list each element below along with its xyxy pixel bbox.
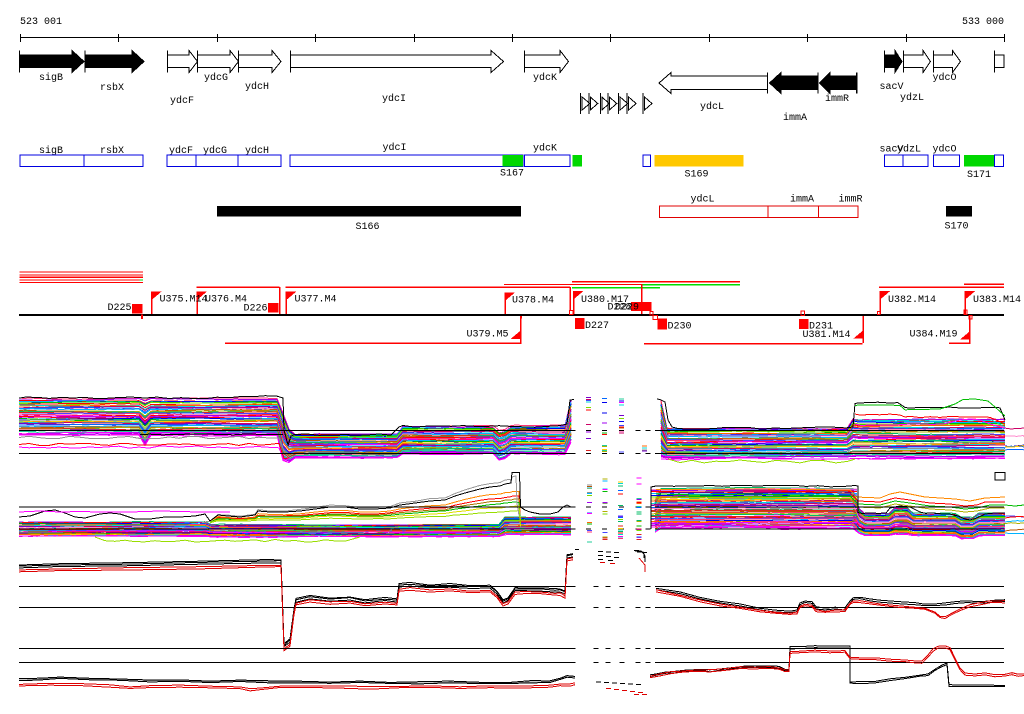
svg-text:rsbX: rsbX [100,145,124,157]
svg-text:ydzL: ydzL [897,144,921,156]
svg-text:sacV: sacV [880,82,904,93]
svg-text:U382.M14: U382.M14 [888,295,936,306]
svg-text:ydcO: ydcO [933,72,957,84]
svg-text:ydcI: ydcI [383,142,407,154]
svg-text:ydcI: ydcI [382,93,406,105]
svg-text:ydzL: ydzL [900,92,924,104]
svg-text:D230: D230 [668,322,692,333]
svg-text:U381.M14: U381.M14 [803,330,851,341]
svg-text:immA: immA [790,194,814,206]
svg-text:rsbX: rsbX [100,82,124,94]
svg-text:ydcF: ydcF [170,95,194,107]
svg-text:immA: immA [783,112,807,124]
svg-text:U384.M19: U384.M19 [910,330,958,341]
svg-text:U378.M4: U378.M4 [512,296,554,307]
svg-text:S170: S170 [945,222,969,233]
svg-text:ydcL: ydcL [700,101,724,113]
svg-text:U376.M4: U376.M4 [205,295,247,306]
svg-text:533 000: 533 000 [962,17,1004,28]
svg-text:ydcG: ydcG [203,145,227,157]
svg-text:U380.M17: U380.M17 [581,295,629,306]
svg-text:ydcH: ydcH [245,81,269,93]
svg-text:S169: S169 [685,170,709,181]
svg-text:ydcG: ydcG [204,72,228,84]
svg-text:D225: D225 [108,303,132,314]
svg-text:U375.M14: U375.M14 [160,295,208,306]
svg-text:sigB: sigB [39,145,63,157]
svg-text:S167: S167 [500,169,524,180]
svg-text:S171: S171 [967,170,991,181]
svg-text:immR: immR [825,93,849,105]
svg-text:U383.M14: U383.M14 [973,295,1021,306]
svg-text:ydcO: ydcO [933,144,957,156]
svg-text:ydcF: ydcF [169,145,193,157]
svg-text:D227: D227 [585,321,609,332]
svg-text:S166: S166 [356,222,380,233]
svg-text:immR: immR [839,194,863,206]
svg-text:D231: D231 [809,322,833,333]
svg-text:ydcH: ydcH [245,145,269,157]
svg-text:D226: D226 [244,304,268,315]
svg-text:ydcK: ydcK [533,143,557,155]
svg-text:sacV: sacV [880,145,904,156]
svg-text:U379.M5: U379.M5 [467,330,509,341]
svg-text:ydcL: ydcL [691,194,715,206]
svg-text:523 001: 523 001 [20,17,62,28]
svg-text:ydcK: ydcK [533,72,557,84]
svg-text:sigB: sigB [39,72,63,84]
svg-text:U377.M4: U377.M4 [295,295,337,306]
svg-text:D228: D228 [608,303,632,314]
svg-text:D229: D229 [615,303,639,314]
